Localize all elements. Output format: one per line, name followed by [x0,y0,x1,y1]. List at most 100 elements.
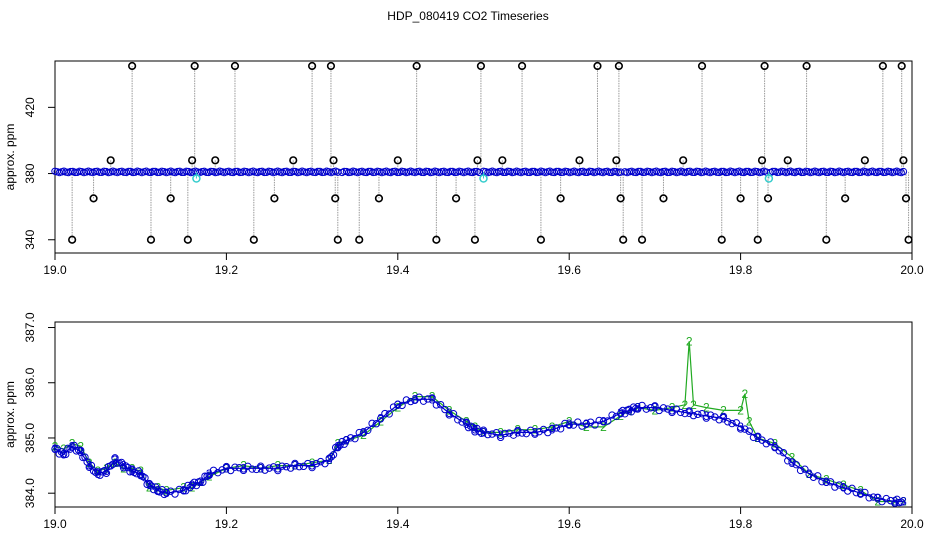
series-marker: 3 [360,425,367,439]
data-point [646,404,655,412]
data-point [535,427,543,436]
series-marker: 3 [274,461,281,475]
spike-point [326,61,336,71]
data-point [458,418,466,426]
spike-point [183,235,192,244]
data-point [801,465,809,473]
data-point [111,454,119,462]
data-point [139,472,147,481]
spike-point [470,235,480,244]
data-point [77,446,85,455]
spike-point [230,61,240,71]
spike-point [659,194,668,203]
data-point [642,405,651,413]
data-point [192,481,201,490]
series-marker: 3 [514,425,521,439]
data-point [222,462,231,471]
data-point [186,483,194,492]
data-point [68,443,76,451]
data-point [818,477,826,486]
data-point [261,466,269,474]
data-point [608,411,616,419]
data-point [509,431,518,439]
series-marker: 3 [292,459,299,473]
data-point [531,430,539,438]
data-point [629,403,638,411]
data-point [865,494,873,502]
spike-points [68,61,913,244]
data-point [145,479,153,488]
series-marker: 2 [95,464,102,478]
data-point [274,466,282,475]
x-axis: 19.0 19.2 19.4 19.6 19.8 20.0 [43,507,924,531]
spike-point [188,156,197,165]
y-axis-label: approx. ppm [3,381,17,448]
data-point [398,401,406,410]
chart-title: HDP_080419 CO2 Timeseries [387,9,549,23]
data-point [475,427,483,435]
series-marker: 3 [343,434,350,448]
plot-frame [54,321,913,508]
data-point [160,490,168,499]
data-point [334,443,342,452]
data-point [171,490,179,498]
data-point [578,422,586,430]
data-point [556,425,565,433]
series-marker: 3 [240,461,247,475]
data-point [239,466,248,475]
data-point [685,407,693,415]
spike-point [860,156,869,165]
data-point [141,474,149,482]
series-marker: 2 [146,481,153,495]
series-marker: 2 [900,494,907,508]
x-tick-label: 20.0 [900,263,924,277]
series-marker: 3 [566,417,573,431]
series-marker: 3 [52,442,59,456]
plot-frame [54,60,913,254]
spike-point [763,194,773,203]
data-point [582,420,591,428]
data-point [368,419,376,428]
series-marker: 3 [120,459,127,473]
data-point [454,416,462,424]
x-tick-label: 19.4 [386,263,410,277]
series-marker: 2 [429,390,436,404]
spike-point [753,235,762,244]
data-point [736,425,745,433]
spike-point [329,156,338,165]
spike-point [593,61,602,71]
series-marker: 3 [163,486,170,500]
data-point [754,432,762,440]
data-point [100,467,108,475]
data-point [591,421,599,429]
spike-point [498,156,507,165]
spike-point [619,235,628,244]
data-point [856,490,865,498]
data-point [784,457,792,465]
spike-point [374,194,384,203]
spike-point [128,61,137,71]
series-marker: 3 [737,420,744,434]
series-marker: 3 [69,439,76,453]
data-point [327,453,336,461]
data-point [848,484,856,493]
series-marker: 2 [720,403,727,417]
data-point [638,401,646,410]
data-point [634,405,642,413]
data-point [321,459,329,468]
data-point [745,427,753,435]
series-marker: 3 [377,412,384,426]
dip-point [479,174,488,183]
data-point [861,488,869,497]
y-axis-label: approx. ppm [3,124,17,191]
data-point [831,483,839,491]
data-point [604,417,612,425]
data-point [548,424,556,433]
series-marker: 3 [754,431,761,445]
x-tick-label: 19.4 [386,517,410,531]
data-point [471,167,479,176]
data-point [719,412,728,421]
series-marker: 2 [206,470,213,484]
series-marker: 2 [840,478,847,492]
